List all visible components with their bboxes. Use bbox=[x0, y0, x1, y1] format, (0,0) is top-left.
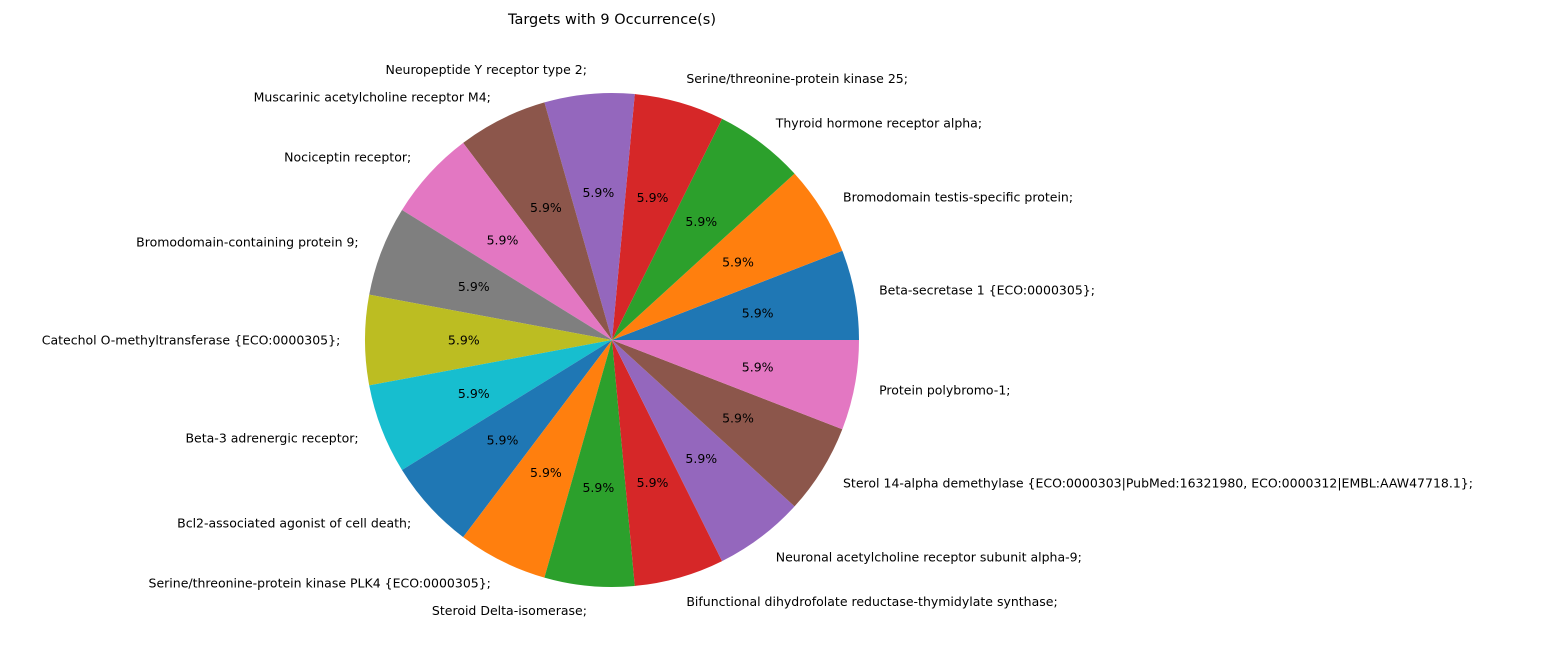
pie-slices bbox=[365, 93, 859, 587]
pie-slice bbox=[463, 102, 612, 340]
slice-percent-label: 5.9% bbox=[722, 411, 754, 426]
slice-percent-label: 5.9% bbox=[487, 432, 519, 447]
pie-slice bbox=[365, 294, 612, 386]
slice-label: Nociceptin receptor; bbox=[284, 149, 411, 164]
slice-percent-label: 5.9% bbox=[448, 333, 480, 348]
slice-label: Serine/threonine-protein kinase 25; bbox=[686, 71, 908, 86]
pie-slice bbox=[369, 209, 612, 340]
slice-label: Beta-3 adrenergic receptor; bbox=[185, 431, 358, 446]
chart-title: Targets with 9 Occurrence(s) bbox=[507, 12, 716, 28]
pie-slice bbox=[612, 340, 795, 562]
slice-label: Muscarinic acetylcholine receptor M4; bbox=[254, 89, 491, 104]
slice-percent-label: 5.9% bbox=[685, 451, 717, 466]
pie-slice bbox=[612, 173, 843, 340]
slice-percent-label: 5.9% bbox=[458, 386, 490, 401]
pie-slice bbox=[612, 340, 843, 507]
slice-label: Steroid Delta-isomerase; bbox=[432, 603, 587, 618]
pie-slice bbox=[612, 340, 859, 430]
slice-percent-label: 5.9% bbox=[582, 185, 614, 200]
slice-labels: Beta-secretase 1 {ECO:0000305}; Bromodoma… bbox=[42, 62, 1473, 618]
pie-slice bbox=[401, 340, 612, 538]
slice-percent-label: 5.9% bbox=[742, 305, 774, 320]
slice-label: Bromodomain testis-specific protein; bbox=[843, 189, 1073, 204]
slice-label: Serine/threonine-protein kinase PLK4 {EC… bbox=[149, 576, 491, 591]
slice-label: Neuropeptide Y receptor type 2; bbox=[386, 62, 587, 77]
slice-percent-label: 5.9% bbox=[722, 254, 754, 269]
slice-percent-label: 5.9% bbox=[487, 233, 519, 248]
slice-label: Beta-secretase 1 {ECO:0000305}; bbox=[879, 283, 1095, 298]
slice-percent-label: 5.9% bbox=[637, 190, 669, 205]
slice-percent-label: 5.9% bbox=[530, 465, 562, 480]
slice-percent-label: 5.9% bbox=[685, 214, 717, 229]
percent-labels: 5.9% 5.9% 5.9% 5.9% 5.9% 5.9% 5.9% 5.9% 5.9% 5.9%… bbox=[448, 185, 774, 495]
slice-label: Protein polybromo-1; bbox=[879, 382, 1010, 397]
slice-label: Bifunctional dihydrofolate reductase-thy… bbox=[686, 594, 1057, 609]
slice-label: Thyroid hormone receptor alpha; bbox=[775, 116, 982, 131]
slice-label: Catechol O-methyltransferase {ECO:000030… bbox=[42, 333, 341, 348]
pie-slice bbox=[544, 340, 635, 587]
pie-slice bbox=[401, 142, 612, 340]
pie-slice bbox=[612, 94, 723, 341]
slice-percent-label: 5.9% bbox=[582, 480, 614, 495]
pie-slice bbox=[612, 340, 723, 586]
slice-percent-label: 5.9% bbox=[530, 200, 562, 215]
slice-percent-label: 5.9% bbox=[637, 475, 669, 490]
slice-label: Bcl2-associated agonist of cell death; bbox=[177, 516, 411, 531]
slice-percent-label: 5.9% bbox=[742, 360, 774, 375]
pie-slice bbox=[612, 118, 795, 340]
pie-slice bbox=[369, 340, 612, 471]
slice-label: Bromodomain-containing protein 9; bbox=[136, 234, 359, 249]
pie-slice bbox=[544, 93, 635, 340]
pie-slice bbox=[612, 250, 859, 340]
slice-label: Sterol 14-alpha demethylase {ECO:0000303… bbox=[843, 476, 1473, 491]
slice-percent-label: 5.9% bbox=[458, 279, 490, 294]
pie-slice bbox=[463, 340, 612, 578]
slice-label: Neuronal acetylcholine receptor subunit … bbox=[776, 549, 1082, 564]
